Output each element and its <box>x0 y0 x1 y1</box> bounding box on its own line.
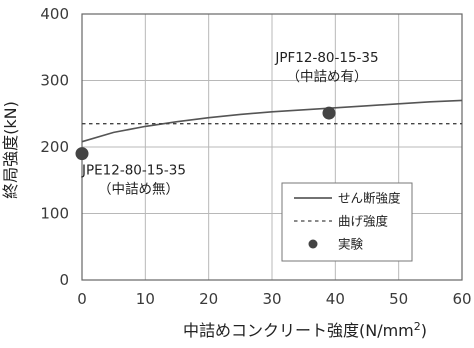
legend-label: せん断強度 <box>338 191 401 206</box>
annotation-jpe-line-2: （中詰め無） <box>98 182 179 198</box>
x-tick-label: 60 <box>452 290 471 308</box>
series-layer <box>75 99 463 161</box>
x-axis-title-close: ) <box>421 321 427 340</box>
legend-label: 曲げ強度 <box>338 214 389 229</box>
x-tick-label: 50 <box>389 290 408 308</box>
x-tick-label: 20 <box>199 290 218 308</box>
legend-box <box>281 182 413 262</box>
legend-swatch-experiment <box>308 239 318 249</box>
plot-frame <box>81 13 463 281</box>
annotation-jpe-line-1: JPE12-80-15-35 <box>81 163 186 179</box>
x-axis-title: 中詰めコンクリート強度(N/mm2) <box>183 320 427 340</box>
legend-label: 実験 <box>338 237 364 252</box>
x-axis-title-main: 中詰めコンクリート強度(N/mm <box>183 321 414 340</box>
x-axis-title-sup: 2 <box>414 320 421 333</box>
y-tick-label: 400 <box>40 5 69 23</box>
y-axis-title: 終局強度(kN) <box>1 101 20 199</box>
data-point-experiment <box>322 106 336 120</box>
annotation-jpf-line-1: JPF12-80-15-35 <box>274 50 378 66</box>
x-tick-label: 40 <box>326 290 345 308</box>
tick-labels: 0 10 20 30 40 50 60 0 100 200 300 400 <box>40 5 471 308</box>
y-tick-label: 200 <box>40 138 69 156</box>
annotation-jpf-line-2: （中詰め有） <box>287 69 368 85</box>
x-tick-label: 0 <box>77 290 87 308</box>
annotations: JPE12-80-15-35 （中詰め無） JPF12-80-15-35 （中詰め有） <box>81 50 379 198</box>
y-tick-label: 100 <box>40 205 69 223</box>
y-tick-label: 0 <box>59 271 69 289</box>
data-point-experiment <box>75 147 89 161</box>
x-tick-label: 10 <box>136 290 155 308</box>
x-tick-label: 30 <box>262 290 281 308</box>
series-line-shear <box>81 99 463 143</box>
y-tick-label: 300 <box>40 72 69 90</box>
